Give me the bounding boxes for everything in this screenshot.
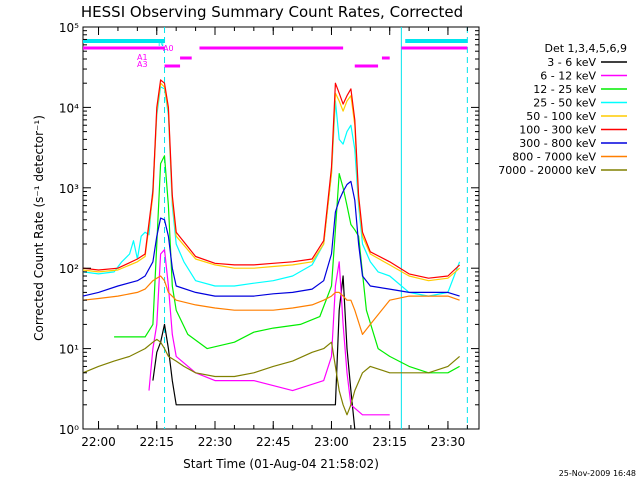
y-tick-label: 10⁰ <box>59 423 79 437</box>
axes: 22:00 22:15 22:30 22:45 23:00 23:15 23:30 10⁰ 10… <box>59 21 479 449</box>
x-tick-label: 22:45 <box>256 435 291 449</box>
status-label: A3 <box>137 60 148 69</box>
x-tick-label: 23:00 <box>314 435 349 449</box>
x-tick-label: 22:00 <box>81 435 116 449</box>
series-line <box>82 338 460 416</box>
legend-entry-label: 100 - 300 keV <box>519 124 596 137</box>
date-stamp: 25-Nov-2009 16:48 <box>559 469 636 478</box>
legend-entry-label: 300 - 800 keV <box>519 137 596 150</box>
status-label: A1 <box>137 53 148 62</box>
x-tick-label: 22:15 <box>139 435 174 449</box>
legend-title: Det 1,3,4,5,6,9 <box>544 42 627 55</box>
legend-entry-label: 3 - 6 keV <box>547 56 596 69</box>
y-tick-label: 10³ <box>59 182 79 196</box>
x-axis-label: Start Time (01-Aug-04 21:58:02) <box>183 457 379 471</box>
series-line <box>82 180 460 297</box>
legend-entry-label: 50 - 100 keV <box>526 110 596 123</box>
x-tick-label: 22:30 <box>198 435 233 449</box>
y-tick-label: 10⁴ <box>59 101 79 115</box>
x-tick-label: 23:30 <box>431 435 466 449</box>
legend-entry-label: 12 - 25 keV <box>533 83 596 96</box>
series-line <box>148 249 390 416</box>
y-axis-label: Corrected Count Rate (s⁻¹ detector⁻¹) <box>32 115 46 341</box>
data-series <box>82 79 461 430</box>
legend-entry-label: 7000 - 20000 keV <box>498 164 596 177</box>
status-label-n: N <box>158 39 164 48</box>
y-tick-label: 10² <box>59 262 79 276</box>
series-line <box>82 79 461 279</box>
x-tick-label: 23:15 <box>372 435 407 449</box>
legend-entry-label: 25 - 50 keV <box>533 97 596 110</box>
legend-entry-label: 800 - 7000 keV <box>512 151 596 164</box>
plot-area <box>82 26 480 430</box>
y-tick-label: 10¹ <box>59 343 79 357</box>
series-line <box>82 86 461 297</box>
series-line <box>82 275 460 335</box>
series-line <box>114 155 460 374</box>
chart-title: HESSI Observing Summary Count Rates, Cor… <box>81 3 463 21</box>
status-label: A0 <box>163 44 174 53</box>
legend-entry-label: 6 - 12 keV <box>540 70 596 83</box>
y-tick-label: 10⁵ <box>59 21 79 35</box>
